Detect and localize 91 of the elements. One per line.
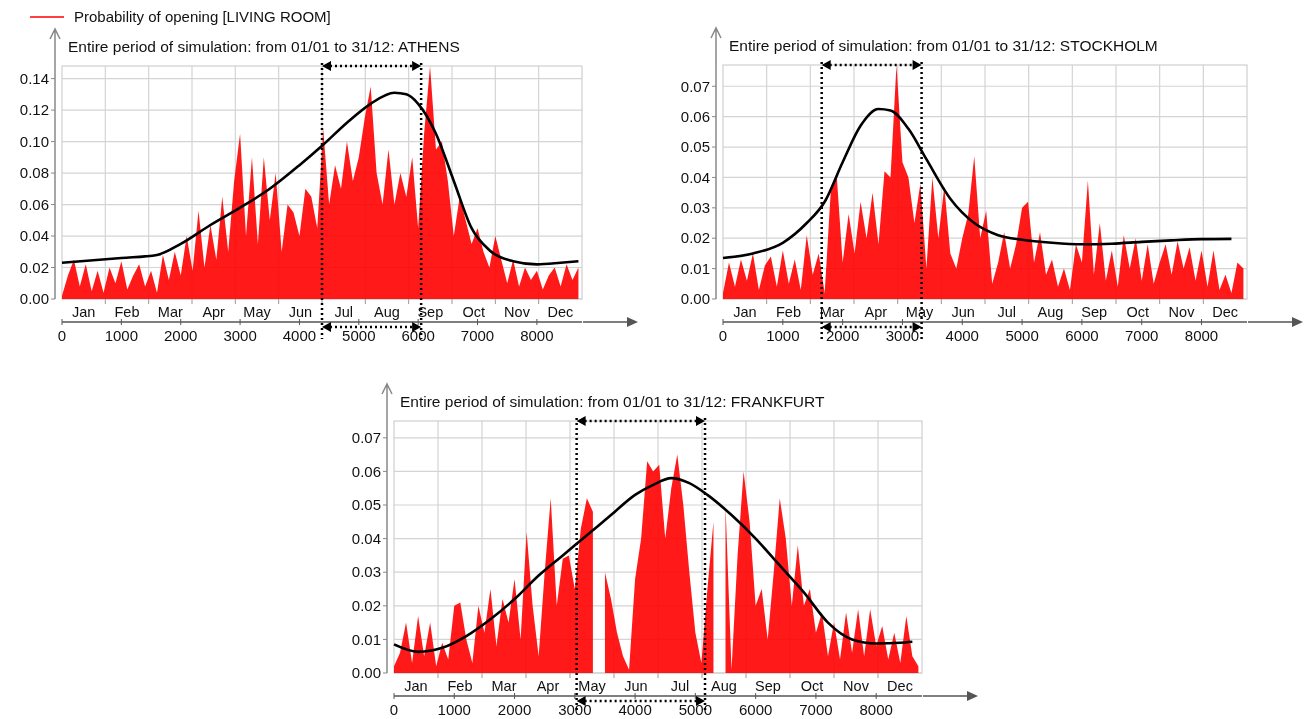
- y-tick-label: 0.10: [19, 132, 49, 150]
- text: Mar: [491, 678, 517, 694]
- text: Apr: [536, 678, 560, 694]
- x-tick-label: 0: [718, 327, 728, 344]
- x-tick-label: 7000: [799, 701, 833, 718]
- y-tick-label: 0.03: [680, 199, 710, 217]
- y-tick-label: 0.02: [680, 229, 710, 247]
- y-tick-label: 0.05: [680, 138, 710, 156]
- x-tick-label: 4000: [618, 701, 652, 718]
- text: Aug: [711, 678, 737, 694]
- x-tick-label: 1000: [104, 327, 139, 344]
- text: Oct: [462, 304, 485, 320]
- text: Jun: [951, 304, 975, 320]
- text: Feb: [776, 304, 801, 320]
- chart-title: Entire period of simulation: from 01/01 to 31/12: STOCKHOLM: [729, 37, 1158, 54]
- y-tick-label: 0.12: [19, 101, 49, 119]
- text: Oct: [1126, 304, 1150, 320]
- text: Mar: [819, 304, 845, 320]
- y-tick-label: 0.04: [351, 529, 381, 547]
- y-tick-label: 0.01: [680, 259, 710, 277]
- text: Feb: [447, 678, 473, 694]
- text: May: [578, 678, 607, 694]
- chart-title: Entire period of simulation: from 01/01 to 31/12: FRANKFURT: [400, 393, 825, 410]
- y-tick-label: 0.04: [19, 227, 49, 245]
- x-tick-label: 4000: [945, 327, 979, 344]
- text: Jan: [71, 304, 96, 320]
- y-tick-label: 0.00: [351, 664, 381, 682]
- text: Jul: [997, 304, 1017, 320]
- text: Apr: [202, 304, 226, 320]
- text: Dec: [1212, 304, 1239, 320]
- y-tick-label: 0.07: [680, 77, 710, 95]
- text: Dec: [887, 678, 913, 694]
- y-tick-label: 0.05: [351, 496, 381, 514]
- text: May: [243, 304, 272, 320]
- y-tick-label: 0.02: [351, 597, 381, 615]
- y-tick-label: 0.02: [19, 258, 49, 276]
- x-tick-label: 7000: [460, 327, 495, 344]
- text: Jun: [288, 304, 313, 320]
- text: Jun: [624, 678, 648, 694]
- y-tick-label: 0.00: [19, 290, 49, 308]
- text: Sep: [417, 304, 444, 320]
- text: Dec: [547, 304, 574, 320]
- y-tick-label: 0.00: [680, 290, 710, 308]
- text: Sep: [755, 678, 781, 694]
- text: Nov: [843, 678, 870, 694]
- x-tick-label: 3000: [885, 327, 920, 344]
- text: Oct: [800, 678, 824, 694]
- text: Feb: [114, 304, 140, 320]
- x-tick-label: 5000: [1005, 327, 1039, 344]
- y-tick-label: 0.04: [680, 168, 710, 186]
- x-tick-label: 5000: [342, 327, 376, 344]
- x-tick-label: 5000: [678, 701, 713, 718]
- chart-title: Entire period of simulation: from 01/01 to 31/12: ATHENS: [68, 38, 460, 55]
- x-tick-label: 2000: [825, 327, 860, 344]
- x-tick-label: 8000: [859, 701, 893, 718]
- x-tick-label: 1000: [437, 701, 471, 718]
- x-tick-label: 2000: [164, 327, 198, 344]
- text: Sep: [1081, 304, 1108, 320]
- text: Mar: [157, 304, 183, 320]
- x-tick-label: 3000: [558, 701, 592, 718]
- text: Aug: [1037, 304, 1064, 320]
- text: Jan: [404, 678, 428, 694]
- x-tick-label: 6000: [401, 327, 435, 344]
- text: Apr: [864, 304, 888, 320]
- x-tick-label: 2000: [497, 701, 532, 718]
- text: May: [905, 304, 934, 320]
- text: Aug: [374, 304, 400, 320]
- x-tick-label: 8000: [1184, 327, 1219, 344]
- text: Jan: [733, 304, 757, 320]
- y-tick-label: 0.06: [19, 195, 49, 213]
- y-tick-label: 0.06: [680, 107, 710, 125]
- x-tick-label: 4000: [282, 327, 317, 344]
- x-tick-label: 6000: [1065, 327, 1099, 344]
- x-tick-label: 3000: [223, 327, 257, 344]
- x-tick-label: 1000: [766, 327, 800, 344]
- y-tick-label: 0.07: [351, 429, 381, 447]
- x-tick-label: 6000: [738, 701, 773, 718]
- text: Jul: [670, 678, 690, 694]
- y-tick-label: 0.14: [19, 69, 49, 87]
- x-tick-label: 8000: [520, 327, 554, 344]
- legend-label: Probability of opening [LIVING ROOM]: [74, 8, 331, 26]
- y-tick-label: 0.01: [351, 630, 381, 648]
- text: Jul: [334, 304, 353, 320]
- y-tick-label: 0.03: [351, 563, 381, 581]
- x-tick-label: 7000: [1125, 327, 1159, 344]
- text: Nov: [1168, 304, 1196, 320]
- y-tick-label: 0.06: [351, 462, 381, 480]
- x-tick-label: 0: [389, 701, 399, 718]
- text: Nov: [504, 304, 531, 320]
- x-tick-label: 0: [57, 327, 67, 344]
- y-tick-label: 0.08: [19, 164, 49, 182]
